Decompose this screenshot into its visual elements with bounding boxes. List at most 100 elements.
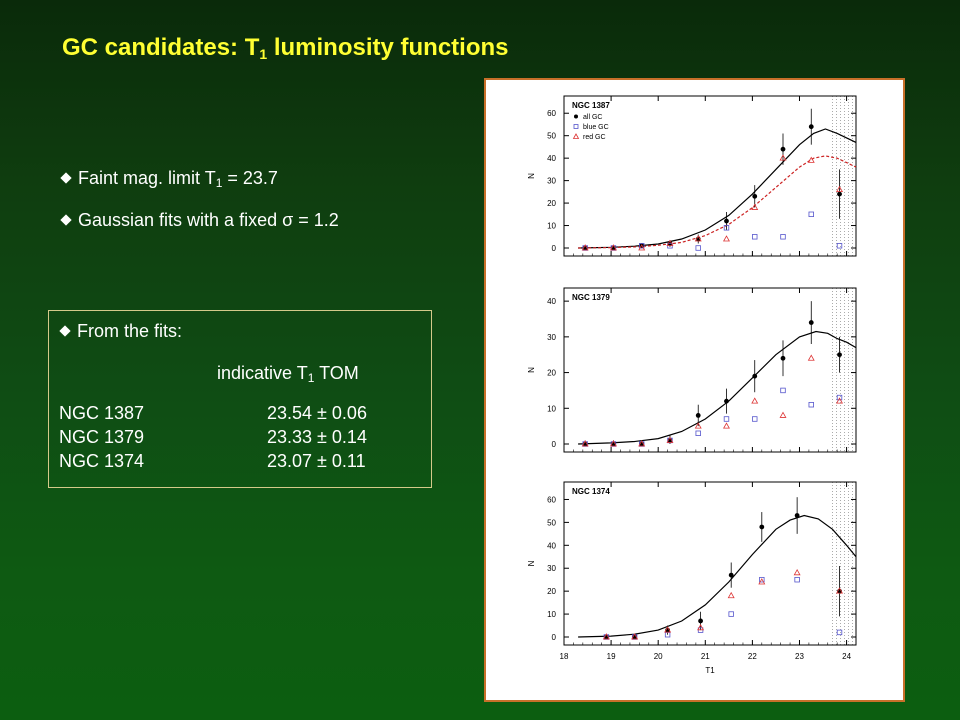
result-row: NGC 1379 23.33 ± 0.14 — [59, 427, 367, 448]
y-tick-label: 10 — [547, 222, 556, 231]
luminosity-function-panel: 0 10 20 30 40 50 60 N NGC 1387 all GC blue GC red G… — [484, 78, 905, 702]
data-point-blue-gc — [752, 416, 758, 422]
data-point-all-gc — [837, 191, 842, 197]
y-tick-label: 30 — [547, 333, 556, 342]
data-point-red-gc — [723, 235, 730, 242]
y-tick-label: 60 — [547, 109, 556, 118]
bullet-mag-limit: Faint mag. limit T1 = 23.7 — [60, 168, 278, 190]
data-point-red-gc — [779, 411, 787, 418]
data-point-all-gc — [808, 320, 814, 325]
data-point-all-gc — [724, 398, 729, 404]
title-main: GC candidates: T — [62, 34, 260, 61]
data-point-red-gc — [807, 156, 815, 163]
diamond-bullet-icon — [60, 172, 72, 184]
data-point-blue-gc — [836, 243, 843, 249]
data-point-blue-gc — [808, 402, 814, 408]
plot-title: NGC 1387 — [572, 101, 610, 110]
data-point-all-gc — [794, 513, 800, 518]
y-tick-label: 10 — [547, 404, 556, 413]
data-point-red-gc — [581, 244, 589, 251]
bullet1-text: Faint mag. limit T — [78, 168, 216, 188]
data-point-all-gc — [724, 218, 729, 224]
bullet1-subscript: 1 — [215, 176, 223, 190]
data-point-red-gc — [581, 440, 589, 447]
data-point-all-gc — [752, 193, 758, 199]
tom-value: 23.54 ± 0.06 — [267, 403, 367, 423]
slide-title: GC candidates: T1 luminosity functions — [62, 34, 509, 62]
title-tail: luminosity functions — [267, 34, 509, 61]
legend-marker — [574, 114, 578, 119]
x-tick-label: 24 — [842, 652, 851, 661]
data-point-red-gc — [836, 397, 843, 404]
data-point-red-gc — [602, 633, 610, 640]
y-tick-label: 20 — [547, 199, 556, 208]
x-tick-label: 23 — [795, 652, 804, 661]
legend-label: all GC — [583, 114, 602, 121]
y-tick-label: 0 — [552, 633, 557, 642]
data-point-red-gc — [723, 422, 730, 429]
data-point-blue-gc — [808, 211, 814, 218]
box-heading-text: From the fits: — [77, 321, 183, 341]
x-axis-label: T1 — [705, 666, 715, 675]
plot-title: NGC 1379 — [572, 293, 610, 302]
legend-label: blue GC — [583, 124, 609, 131]
data-point-red-gc — [836, 185, 843, 192]
fit-results-box: From the fits: indicative T1 TOM NGC 138… — [48, 310, 432, 488]
plot-frame — [563, 481, 857, 646]
y-tick-label: 40 — [547, 541, 556, 550]
x-tick-label: 22 — [748, 652, 757, 661]
chart-1: 0 10 20 30 40 N NGC 1379 — [527, 287, 857, 453]
fit-curve — [578, 330, 857, 445]
data-point-red-gc — [638, 244, 646, 251]
data-point-red-gc — [793, 568, 801, 576]
data-point-red-gc — [758, 578, 766, 585]
x-tick-label: 20 — [654, 652, 663, 661]
data-point-red-gc — [638, 440, 646, 447]
data-point-blue-gc — [836, 629, 843, 636]
plot-frame — [563, 287, 857, 453]
data-point-blue-gc — [836, 394, 843, 401]
data-point-all-gc — [808, 124, 814, 130]
diamond-bullet-icon — [59, 325, 71, 337]
y-tick-label: 20 — [547, 587, 556, 596]
plot-frame — [563, 95, 857, 257]
result-row: NGC 1374 23.07 ± 0.11 — [59, 451, 366, 472]
box-column-header: indicative T1 TOM — [217, 363, 359, 385]
data-point-red-gc — [631, 633, 639, 640]
data-point-blue-gc — [695, 430, 701, 436]
y-axis-label: N — [527, 173, 536, 179]
data-point-red-gc — [807, 354, 815, 361]
chart-2: 0 10 20 30 40 50 60 18 19 20 21 22 23 24 N T1 NGC 1374 — [527, 481, 857, 675]
galaxy-name: NGC 1379 — [59, 427, 145, 447]
col-header-post: TOM — [314, 363, 359, 383]
y-axis-label: N — [527, 560, 536, 566]
data-point-blue-gc — [723, 416, 730, 422]
y-tick-label: 10 — [547, 610, 556, 619]
tom-value: 23.07 ± 0.11 — [267, 451, 366, 471]
fit-curve — [578, 155, 857, 249]
col-header-sub: 1 — [307, 371, 315, 385]
legend-marker — [573, 124, 579, 129]
data-point-all-gc — [759, 524, 765, 530]
data-point-blue-gc — [723, 225, 730, 231]
bullet-gaussian-fits: Gaussian fits with a fixed σ = 1.2 — [60, 210, 339, 231]
luminosity-function-plots: 0 10 20 30 40 50 60 N NGC 1387 all GC blue GC red G… — [527, 95, 857, 675]
x-tick-label: 19 — [607, 652, 616, 661]
data-point-blue-gc — [794, 576, 800, 583]
bullet1-value: = 23.7 — [222, 168, 278, 188]
data-point-all-gc — [837, 352, 842, 358]
data-point-blue-gc — [759, 576, 765, 583]
bullet2-text: Gaussian fits with a fixed σ = 1.2 — [78, 210, 339, 230]
galaxy-name: NGC 1387 — [59, 403, 145, 423]
data-point-blue-gc — [639, 243, 645, 249]
data-point-red-gc — [609, 440, 617, 447]
y-tick-label: 30 — [547, 564, 556, 573]
data-point-all-gc — [728, 572, 734, 578]
data-point-all-gc — [695, 413, 701, 418]
data-point-all-gc — [780, 355, 786, 361]
data-point-red-gc — [751, 397, 759, 404]
result-row: NGC 1387 23.54 ± 0.06 — [59, 403, 367, 424]
data-point-blue-gc — [780, 234, 786, 240]
x-tick-label: 18 — [560, 652, 569, 661]
legend-label: red GC — [583, 134, 606, 141]
